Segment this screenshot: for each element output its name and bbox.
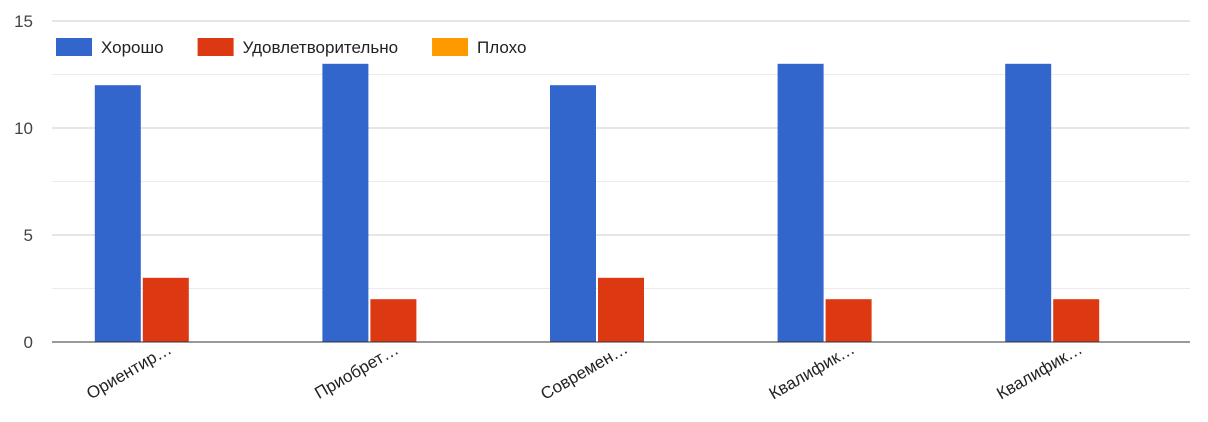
legend-item-1[interactable]: Хорошо <box>56 38 164 57</box>
x-tick-label: Ориентир… <box>83 339 175 403</box>
legend-swatch <box>197 38 234 56</box>
grid-lines <box>52 20 1190 289</box>
bar-1-2[interactable] <box>322 63 369 343</box>
x-axis-labels: Ориентир… Приобрет… Современ… Квалифик… Квал… <box>83 339 1085 404</box>
legend-swatch <box>56 38 92 56</box>
y-tick-label: 0 <box>24 333 33 352</box>
bar-2-5[interactable] <box>1053 299 1100 342</box>
bar-1-4[interactable] <box>777 63 824 343</box>
x-tick-label: Приобрет… <box>311 340 401 403</box>
x-tick-label: Квалифик… <box>993 339 1085 403</box>
legend-item-3[interactable]: Плохо <box>432 38 526 57</box>
y-tick-label: 15 <box>14 12 33 31</box>
legend[interactable]: Хорошо Удовлетворительно Плохо <box>56 38 526 57</box>
bar-2-4[interactable] <box>825 299 872 342</box>
bar-2-2[interactable] <box>370 299 417 342</box>
bar-2-1[interactable] <box>142 277 189 342</box>
legend-label: Плохо <box>477 38 526 57</box>
bar-2-3[interactable] <box>598 277 644 342</box>
bar-1-5[interactable] <box>1005 63 1052 343</box>
bars <box>94 63 1100 343</box>
legend-label: Хорошо <box>101 38 164 57</box>
y-tick-label: 10 <box>14 119 33 138</box>
x-tick-label: Современ… <box>537 339 631 404</box>
x-tick-label: Квалифик… <box>766 339 858 403</box>
legend-label: Удовлетворительно <box>243 38 398 57</box>
y-axis-ticks: 0 5 10 15 <box>14 12 33 352</box>
y-tick-label: 5 <box>24 226 33 245</box>
legend-swatch <box>432 38 469 56</box>
bar-1-1[interactable] <box>94 85 141 342</box>
bar-1-3[interactable] <box>550 85 596 342</box>
legend-item-2[interactable]: Удовлетворительно <box>197 38 398 57</box>
